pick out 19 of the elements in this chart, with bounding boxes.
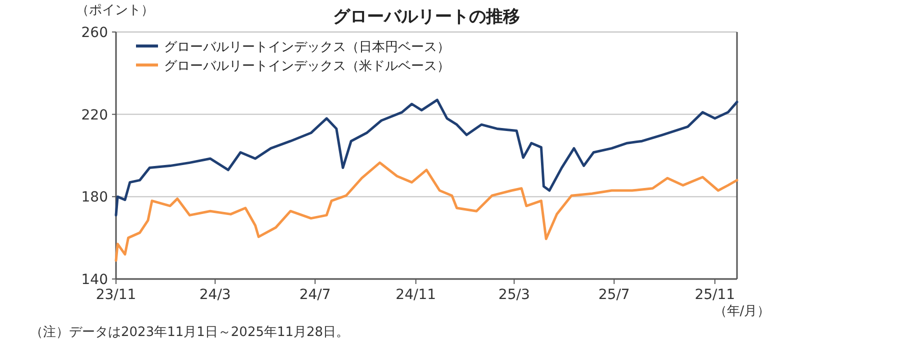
chart-title: グローバルリートの推移 — [333, 7, 520, 27]
x-tick-label: 25/11 — [694, 287, 736, 303]
line-series — [114, 98, 738, 216]
x-tick-label: 24/11 — [396, 287, 436, 303]
x-tick-label: 25/3 — [498, 287, 530, 303]
y-tick-label: 220 — [81, 107, 108, 124]
x-tick-label: 25/7 — [598, 287, 630, 303]
legend-label: グローバルリートインデックス（米ドルベース） — [164, 59, 450, 74]
y-tick-label: 140 — [81, 272, 108, 288]
x-tick-label: 24/3 — [199, 287, 231, 303]
y-tick-label: 180 — [81, 190, 108, 206]
x-axis-title: （年/月） — [714, 304, 770, 319]
y-axis-title: （ポイント） — [76, 3, 154, 18]
text: （注）データは2023年11月1日～2025年11月28日。 — [30, 325, 350, 340]
legend-label: グローバルリートインデックス（日本円ベース） — [164, 40, 450, 55]
x-tick-label: 23/11 — [96, 287, 136, 303]
x-tick-label: 24/7 — [299, 287, 331, 303]
y-tick-label: 260 — [81, 25, 108, 41]
line-series — [114, 161, 738, 262]
